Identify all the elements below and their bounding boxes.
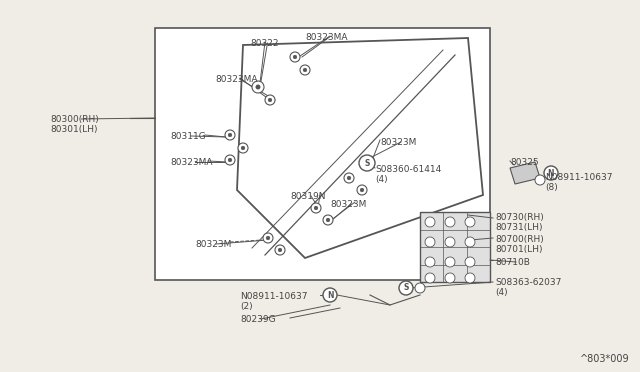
Circle shape	[303, 68, 307, 72]
Circle shape	[357, 185, 367, 195]
Text: S: S	[364, 158, 370, 167]
Circle shape	[300, 65, 310, 75]
Circle shape	[465, 237, 475, 247]
Circle shape	[425, 273, 435, 283]
Text: S: S	[403, 283, 409, 292]
Circle shape	[465, 273, 475, 283]
Text: 80323M: 80323M	[195, 240, 232, 249]
Text: 80322: 80322	[250, 39, 278, 48]
Bar	[155, 28, 490, 280]
Text: 80710B: 80710B	[495, 258, 530, 267]
Polygon shape	[510, 162, 540, 184]
Text: 80323MA: 80323MA	[170, 158, 212, 167]
Circle shape	[465, 217, 475, 227]
Text: 80319N: 80319N	[290, 192, 326, 201]
Text: 80311G: 80311G	[170, 132, 205, 141]
Circle shape	[425, 217, 435, 227]
Circle shape	[425, 237, 435, 247]
Circle shape	[228, 133, 232, 137]
Circle shape	[348, 176, 351, 180]
Circle shape	[323, 215, 333, 225]
Text: 80323M: 80323M	[380, 138, 417, 147]
Circle shape	[415, 283, 425, 293]
Circle shape	[290, 52, 300, 62]
Polygon shape	[237, 38, 483, 258]
Circle shape	[225, 130, 235, 140]
Text: 80239G: 80239G	[240, 315, 276, 324]
Circle shape	[360, 188, 364, 192]
Circle shape	[293, 55, 297, 59]
Text: N08911-10637
(8): N08911-10637 (8)	[545, 173, 612, 192]
Bar	[420, 212, 490, 282]
Text: 80700(RH)
80701(LH): 80700(RH) 80701(LH)	[495, 235, 544, 254]
Text: N: N	[548, 169, 554, 177]
Circle shape	[399, 281, 413, 295]
Text: 80730(RH)
80731(LH): 80730(RH) 80731(LH)	[495, 213, 544, 232]
Text: 80323MA: 80323MA	[305, 33, 348, 42]
Circle shape	[275, 245, 285, 255]
Circle shape	[445, 237, 455, 247]
Circle shape	[265, 95, 275, 105]
Circle shape	[241, 146, 244, 150]
Circle shape	[252, 81, 264, 93]
Circle shape	[445, 257, 455, 267]
Circle shape	[256, 85, 260, 89]
Circle shape	[425, 257, 435, 267]
Text: 80323MA: 80323MA	[215, 75, 257, 84]
Circle shape	[535, 175, 545, 185]
Text: S08360-61414
(4): S08360-61414 (4)	[375, 165, 441, 185]
Circle shape	[445, 273, 455, 283]
Text: N: N	[327, 291, 333, 299]
Text: 80323M: 80323M	[330, 200, 366, 209]
Circle shape	[359, 155, 375, 171]
Circle shape	[323, 288, 337, 302]
Circle shape	[344, 173, 354, 183]
Circle shape	[326, 218, 330, 222]
Circle shape	[544, 166, 558, 180]
Circle shape	[268, 98, 272, 102]
Circle shape	[314, 206, 317, 210]
Circle shape	[228, 158, 232, 162]
Circle shape	[238, 143, 248, 153]
Text: 80300(RH)
80301(LH): 80300(RH) 80301(LH)	[50, 115, 99, 134]
Circle shape	[266, 236, 269, 240]
Text: ^803*009: ^803*009	[580, 354, 630, 364]
Circle shape	[311, 203, 321, 213]
Circle shape	[263, 233, 273, 243]
Circle shape	[445, 217, 455, 227]
Circle shape	[278, 248, 282, 252]
Text: 80325: 80325	[510, 158, 539, 167]
Text: N08911-10637
(2): N08911-10637 (2)	[240, 292, 307, 311]
Circle shape	[465, 257, 475, 267]
Circle shape	[225, 155, 235, 165]
Text: S08363-62037
(4): S08363-62037 (4)	[495, 278, 561, 297]
